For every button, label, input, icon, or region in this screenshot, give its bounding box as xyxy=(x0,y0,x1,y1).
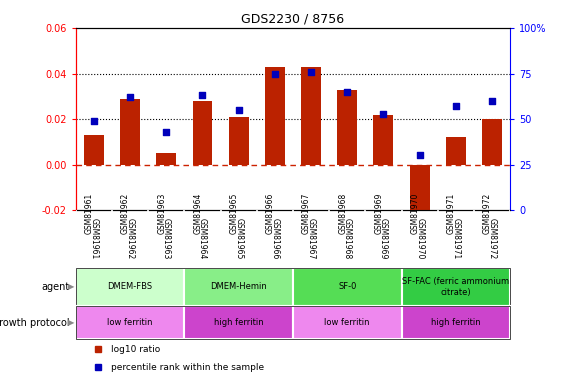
Point xyxy=(161,129,171,135)
Bar xyxy=(402,306,510,339)
Bar xyxy=(402,268,510,306)
Text: GSM81972: GSM81972 xyxy=(483,192,492,234)
Text: log10 ratio: log10 ratio xyxy=(111,345,160,354)
Point xyxy=(487,98,497,104)
Bar xyxy=(229,117,248,165)
Text: GSM81967: GSM81967 xyxy=(302,192,311,234)
Point xyxy=(270,70,279,76)
Text: ▶: ▶ xyxy=(68,318,74,327)
Text: high ferritin: high ferritin xyxy=(214,318,264,327)
Point xyxy=(343,89,352,95)
Point xyxy=(415,152,424,158)
Text: GSM81963: GSM81963 xyxy=(161,218,171,260)
Bar xyxy=(293,306,402,339)
Text: GSM81966: GSM81966 xyxy=(266,192,275,234)
Text: GSM81964: GSM81964 xyxy=(194,192,202,234)
Text: SF-FAC (ferric ammonium
citrate): SF-FAC (ferric ammonium citrate) xyxy=(402,277,510,297)
Text: GSM81967: GSM81967 xyxy=(307,218,315,260)
Point xyxy=(451,104,461,110)
Text: GSM81972: GSM81972 xyxy=(487,218,497,259)
Text: GSM81970: GSM81970 xyxy=(415,218,424,260)
Text: GSM81966: GSM81966 xyxy=(271,218,279,260)
Text: GSM81961: GSM81961 xyxy=(89,218,99,259)
Bar xyxy=(293,268,402,306)
Text: GSM81969: GSM81969 xyxy=(374,192,384,234)
Text: GSM81962: GSM81962 xyxy=(125,218,135,259)
Text: GSM81965: GSM81965 xyxy=(230,192,238,234)
Bar xyxy=(84,135,104,165)
Text: agent: agent xyxy=(42,282,70,292)
Bar xyxy=(410,165,430,226)
Point xyxy=(307,69,316,75)
Bar xyxy=(156,153,176,165)
Bar xyxy=(192,101,212,165)
Text: GSM81965: GSM81965 xyxy=(234,218,243,260)
Point xyxy=(125,94,135,100)
Point xyxy=(198,92,207,98)
Bar xyxy=(76,268,184,306)
Text: GSM81971: GSM81971 xyxy=(451,218,461,259)
Text: GSM81961: GSM81961 xyxy=(85,192,94,234)
Text: GSM81963: GSM81963 xyxy=(157,192,166,234)
Text: GSM81968: GSM81968 xyxy=(338,192,347,234)
Bar xyxy=(374,114,394,165)
Text: GSM81962: GSM81962 xyxy=(121,192,130,234)
Bar xyxy=(446,137,466,165)
Text: SF-0: SF-0 xyxy=(338,282,356,291)
Text: ▶: ▶ xyxy=(68,282,74,291)
Text: high ferritin: high ferritin xyxy=(431,318,480,327)
Bar xyxy=(338,90,357,165)
Text: GSM81969: GSM81969 xyxy=(379,218,388,260)
Bar xyxy=(482,119,502,165)
Text: DMEM-FBS: DMEM-FBS xyxy=(107,282,153,291)
Title: GDS2230 / 8756: GDS2230 / 8756 xyxy=(241,13,345,26)
Point xyxy=(234,107,243,113)
Bar xyxy=(120,99,140,165)
Text: GSM81971: GSM81971 xyxy=(447,192,456,234)
Text: percentile rank within the sample: percentile rank within the sample xyxy=(111,363,264,372)
Bar xyxy=(184,268,293,306)
Text: DMEM-Hemin: DMEM-Hemin xyxy=(210,282,267,291)
Point xyxy=(379,111,388,117)
Bar xyxy=(76,306,184,339)
Bar xyxy=(265,67,285,165)
Text: GSM81968: GSM81968 xyxy=(343,218,352,259)
Point xyxy=(89,118,99,124)
Text: low ferritin: low ferritin xyxy=(107,318,153,327)
Text: low ferritin: low ferritin xyxy=(325,318,370,327)
Text: growth protocol: growth protocol xyxy=(0,318,70,327)
Bar xyxy=(184,306,293,339)
Bar xyxy=(301,67,321,165)
Text: GSM81964: GSM81964 xyxy=(198,218,207,260)
Text: GSM81970: GSM81970 xyxy=(410,192,420,234)
